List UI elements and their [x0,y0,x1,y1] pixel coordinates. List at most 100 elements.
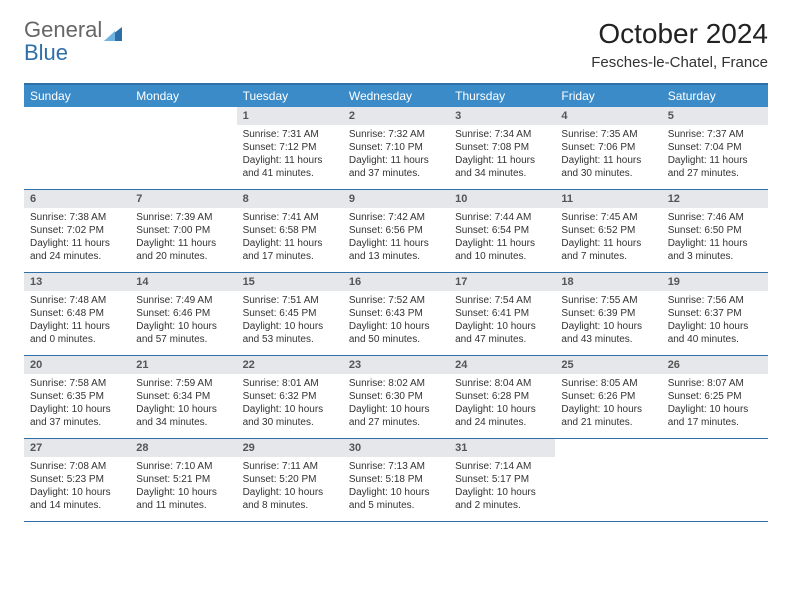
day-number: 21 [130,356,236,374]
day-body: Sunrise: 7:32 AMSunset: 7:10 PMDaylight:… [343,125,449,184]
sunset-text: Sunset: 6:50 PM [668,224,762,237]
day-number: 3 [449,107,555,125]
day-cell: 14Sunrise: 7:49 AMSunset: 6:46 PMDayligh… [130,273,236,355]
daylight-text-2: and 20 minutes. [136,250,230,263]
daylight-text-1: Daylight: 11 hours [455,237,549,250]
day-body: Sunrise: 7:59 AMSunset: 6:34 PMDaylight:… [130,374,236,433]
daylight-text-2: and 34 minutes. [455,167,549,180]
day-cell: 11Sunrise: 7:45 AMSunset: 6:52 PMDayligh… [555,190,661,272]
daylight-text-1: Daylight: 11 hours [30,237,124,250]
day-body: Sunrise: 7:58 AMSunset: 6:35 PMDaylight:… [24,374,130,433]
daylight-text-2: and 41 minutes. [243,167,337,180]
month-title: October 2024 [591,18,768,50]
sunset-text: Sunset: 6:26 PM [561,390,655,403]
day-body: Sunrise: 7:11 AMSunset: 5:20 PMDaylight:… [237,457,343,516]
daylight-text-1: Daylight: 10 hours [455,320,549,333]
week-row: 20Sunrise: 7:58 AMSunset: 6:35 PMDayligh… [24,356,768,439]
sunrise-text: Sunrise: 7:46 AM [668,211,762,224]
day-cell: 4Sunrise: 7:35 AMSunset: 7:06 PMDaylight… [555,107,661,189]
sunrise-text: Sunrise: 7:55 AM [561,294,655,307]
day-number: 31 [449,439,555,457]
day-cell: 24Sunrise: 8:04 AMSunset: 6:28 PMDayligh… [449,356,555,438]
day-body: Sunrise: 7:35 AMSunset: 7:06 PMDaylight:… [555,125,661,184]
day-body: Sunrise: 7:49 AMSunset: 6:46 PMDaylight:… [130,291,236,350]
day-body: Sunrise: 7:45 AMSunset: 6:52 PMDaylight:… [555,208,661,267]
daylight-text-1: Daylight: 11 hours [561,154,655,167]
day-cell: 23Sunrise: 8:02 AMSunset: 6:30 PMDayligh… [343,356,449,438]
sunrise-text: Sunrise: 7:45 AM [561,211,655,224]
sunrise-text: Sunrise: 7:59 AM [136,377,230,390]
day-body: Sunrise: 7:13 AMSunset: 5:18 PMDaylight:… [343,457,449,516]
daylight-text-2: and 8 minutes. [243,499,337,512]
week-row: 1Sunrise: 7:31 AMSunset: 7:12 PMDaylight… [24,107,768,190]
header: GeneralBlue October 2024 Fesches-le-Chat… [24,18,768,71]
day-cell: 25Sunrise: 8:05 AMSunset: 6:26 PMDayligh… [555,356,661,438]
day-body: Sunrise: 7:55 AMSunset: 6:39 PMDaylight:… [555,291,661,350]
day-body: Sunrise: 8:05 AMSunset: 6:26 PMDaylight:… [555,374,661,433]
sunrise-text: Sunrise: 7:49 AM [136,294,230,307]
sunrise-text: Sunrise: 8:05 AM [561,377,655,390]
sunrise-text: Sunrise: 8:07 AM [668,377,762,390]
sunset-text: Sunset: 7:08 PM [455,141,549,154]
daylight-text-2: and 24 minutes. [455,416,549,429]
sunrise-text: Sunrise: 7:13 AM [349,460,443,473]
daylight-text-1: Daylight: 10 hours [30,486,124,499]
day-body: Sunrise: 7:39 AMSunset: 7:00 PMDaylight:… [130,208,236,267]
daylight-text-1: Daylight: 10 hours [349,403,443,416]
daylight-text-2: and 7 minutes. [561,250,655,263]
sunset-text: Sunset: 6:56 PM [349,224,443,237]
day-cell: 31Sunrise: 7:14 AMSunset: 5:17 PMDayligh… [449,439,555,521]
day-number: 14 [130,273,236,291]
daylight-text-1: Daylight: 11 hours [243,154,337,167]
day-body: Sunrise: 7:38 AMSunset: 7:02 PMDaylight:… [24,208,130,267]
weekday-header: Thursday [449,85,555,107]
sunset-text: Sunset: 6:34 PM [136,390,230,403]
day-number: 30 [343,439,449,457]
daylight-text-2: and 24 minutes. [30,250,124,263]
weekday-header: Sunday [24,85,130,107]
daylight-text-2: and 30 minutes. [243,416,337,429]
sunrise-text: Sunrise: 7:48 AM [30,294,124,307]
weekday-header: Saturday [662,85,768,107]
sunrise-text: Sunrise: 7:32 AM [349,128,443,141]
daylight-text-1: Daylight: 10 hours [136,486,230,499]
daylight-text-2: and 50 minutes. [349,333,443,346]
day-number: 1 [237,107,343,125]
day-number: 27 [24,439,130,457]
day-cell: 6Sunrise: 7:38 AMSunset: 7:02 PMDaylight… [24,190,130,272]
daylight-text-1: Daylight: 10 hours [136,320,230,333]
daylight-text-2: and 21 minutes. [561,416,655,429]
day-cell: 8Sunrise: 7:41 AMSunset: 6:58 PMDaylight… [237,190,343,272]
day-cell: 29Sunrise: 7:11 AMSunset: 5:20 PMDayligh… [237,439,343,521]
sunrise-text: Sunrise: 7:37 AM [668,128,762,141]
day-number: 23 [343,356,449,374]
day-cell: 21Sunrise: 7:59 AMSunset: 6:34 PMDayligh… [130,356,236,438]
calendar: SundayMondayTuesdayWednesdayThursdayFrid… [24,83,768,522]
day-number: 20 [24,356,130,374]
location: Fesches-le-Chatel, France [591,54,768,71]
day-number: 17 [449,273,555,291]
day-body: Sunrise: 8:02 AMSunset: 6:30 PMDaylight:… [343,374,449,433]
sunrise-text: Sunrise: 7:10 AM [136,460,230,473]
day-body: Sunrise: 7:34 AMSunset: 7:08 PMDaylight:… [449,125,555,184]
day-cell: 5Sunrise: 7:37 AMSunset: 7:04 PMDaylight… [662,107,768,189]
daylight-text-2: and 34 minutes. [136,416,230,429]
day-body: Sunrise: 8:01 AMSunset: 6:32 PMDaylight:… [237,374,343,433]
daylight-text-1: Daylight: 10 hours [455,486,549,499]
day-cell: 7Sunrise: 7:39 AMSunset: 7:00 PMDaylight… [130,190,236,272]
sunset-text: Sunset: 6:30 PM [349,390,443,403]
daylight-text-1: Daylight: 10 hours [136,403,230,416]
day-body: Sunrise: 7:41 AMSunset: 6:58 PMDaylight:… [237,208,343,267]
day-cell: 20Sunrise: 7:58 AMSunset: 6:35 PMDayligh… [24,356,130,438]
sunset-text: Sunset: 5:17 PM [455,473,549,486]
sunrise-text: Sunrise: 7:51 AM [243,294,337,307]
sunset-text: Sunset: 5:20 PM [243,473,337,486]
empty-cell [555,439,661,521]
day-cell: 13Sunrise: 7:48 AMSunset: 6:48 PMDayligh… [24,273,130,355]
day-number: 7 [130,190,236,208]
daylight-text-1: Daylight: 11 hours [668,154,762,167]
day-number: 11 [555,190,661,208]
daylight-text-2: and 10 minutes. [455,250,549,263]
sunset-text: Sunset: 7:10 PM [349,141,443,154]
day-cell: 16Sunrise: 7:52 AMSunset: 6:43 PMDayligh… [343,273,449,355]
